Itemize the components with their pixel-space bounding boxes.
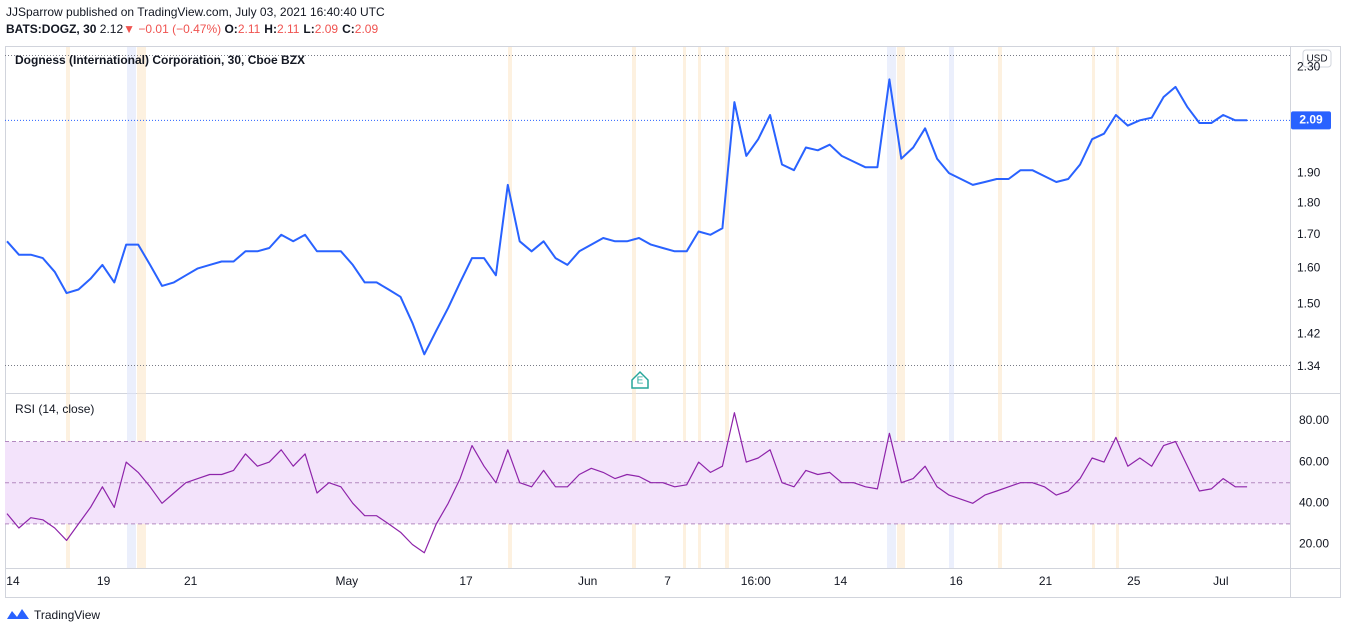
currency-label: USD — [1306, 54, 1327, 65]
price-tick-label: 1.90 — [1297, 165, 1321, 179]
series-line — [6, 412, 1248, 554]
header: JJSparrow published on TradingView.com, … — [6, 4, 385, 38]
ohlc-label: L: — [303, 22, 315, 36]
x-tick-label: 16 — [949, 574, 963, 588]
x-tick-label: 14 — [834, 574, 848, 588]
session-highlight — [998, 47, 1002, 568]
x-tick-label: Jun — [578, 574, 597, 588]
price-tick-label: 1.50 — [1297, 296, 1321, 310]
x-tick-label: Jul — [1213, 574, 1228, 588]
session-highlight — [66, 47, 70, 568]
currency-badge[interactable] — [1302, 49, 1332, 68]
rsi-tick-label: 80.00 — [1299, 413, 1329, 427]
price-tick-label: 1.42 — [1297, 327, 1321, 341]
event-marker-label: E — [637, 376, 644, 387]
x-tick-label: 14 — [6, 574, 20, 588]
x-tick-label: 17 — [459, 574, 473, 588]
change: −0.01 (−0.47%) — [138, 22, 222, 36]
brand-logo — [7, 609, 29, 619]
chart-frame — [5, 46, 1341, 598]
session-highlight — [1092, 47, 1095, 568]
direction: ▼ — [123, 22, 136, 36]
session-highlight — [137, 47, 146, 568]
brand: TradingView — [7, 608, 100, 622]
session-highlight — [632, 47, 636, 568]
session-highlight — [887, 47, 896, 568]
session-highlight — [508, 47, 512, 568]
event-marker[interactable]: E — [631, 370, 649, 389]
session-highlights — [66, 47, 1119, 568]
ohlc-value: 2.11 — [237, 22, 261, 36]
x-tick-label: 19 — [97, 574, 111, 588]
ohlc-value: 2.09 — [354, 22, 379, 36]
x-tick-label: 25 — [1127, 574, 1141, 588]
price-tick-label: 1.70 — [1297, 227, 1321, 241]
session-highlight — [949, 47, 954, 568]
session-highlight — [725, 47, 729, 568]
ohlc-label: C: — [342, 22, 355, 36]
session-highlight — [698, 47, 701, 568]
price-tick-label: 1.60 — [1297, 261, 1321, 275]
session-highlight — [127, 47, 136, 568]
price-tick-label: 1.80 — [1297, 195, 1321, 209]
x-tick-label: 21 — [184, 574, 198, 588]
price-tick-label: 2.30 — [1297, 59, 1321, 73]
last-price-label: 2.09 — [1299, 112, 1323, 126]
last-price-box — [1291, 111, 1331, 130]
ohlc-label: O: — [224, 22, 238, 36]
x-tick-label: 21 — [1039, 574, 1053, 588]
price-pane-title: Dogness (International) Corporation, 30,… — [15, 53, 305, 67]
ohlc-value: 2.09 — [314, 22, 339, 36]
rsi-tick-label: 40.00 — [1299, 495, 1329, 509]
symbol: BATS:DOGZ, 30 — [6, 22, 97, 36]
rsi-pane-title: RSI (14, close) — [15, 402, 94, 416]
x-tick-label: 16:00 — [741, 574, 771, 588]
rsi-tick-label: 60.00 — [1299, 454, 1329, 468]
session-highlight — [683, 47, 686, 568]
session-highlight — [1116, 47, 1119, 568]
series-line — [6, 78, 1248, 356]
event-marker-shape — [631, 370, 649, 389]
session-highlight — [897, 47, 905, 568]
price-tick-label: 1.34 — [1297, 359, 1321, 373]
byline: JJSparrow published on TradingView.com, … — [6, 5, 385, 19]
last-price: 2.12 — [99, 22, 124, 36]
brand-name: TradingView — [34, 608, 100, 622]
ohlc: O:2.11 H:2.11 L:2.09 C:2.09 — [224, 22, 378, 36]
x-tick-label: May — [335, 574, 358, 588]
rsi-tick-label: 20.00 — [1299, 537, 1329, 551]
x-tick-label: 7 — [664, 574, 671, 588]
ohlc-label: H: — [264, 22, 277, 36]
quote-line: BATS:DOGZ, 30 2.12▼ −0.01 (−0.47%) O:2.1… — [6, 21, 385, 38]
ohlc-value: 2.11 — [276, 22, 300, 36]
